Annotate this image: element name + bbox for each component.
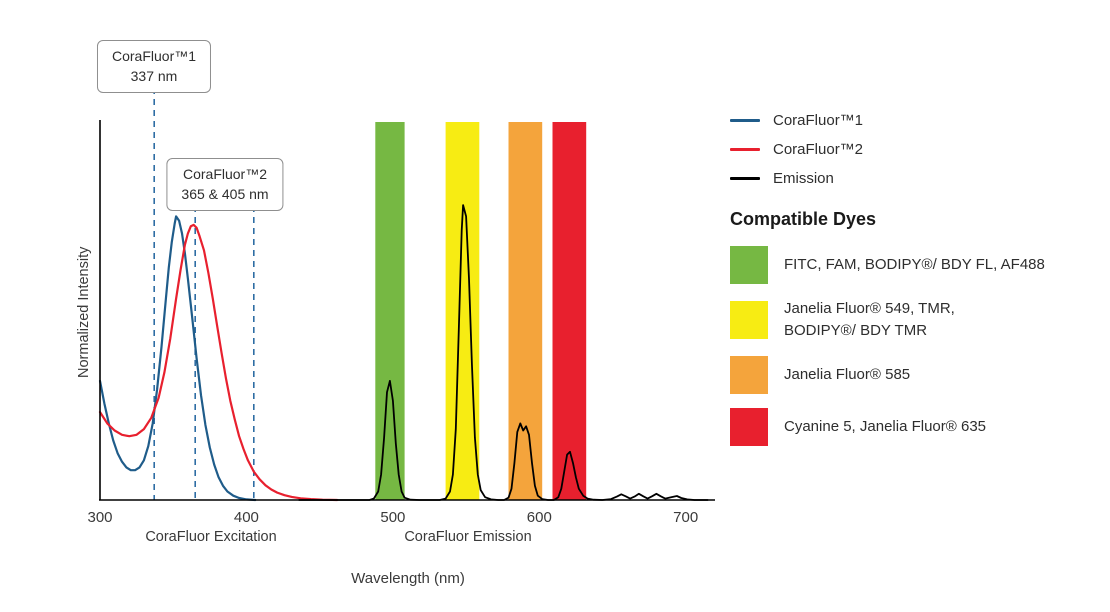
callout-title: CoraFluor™2 — [182, 166, 268, 182]
dye-item-red: Cyanine 5, Janelia Fluor® 635 — [730, 407, 1106, 446]
series-emission — [298, 204, 709, 501]
emission-band-red — [552, 122, 587, 500]
dye-label: Janelia Fluor® 585 — [784, 365, 911, 383]
x-axis-section-emission: CoraFluor Emission — [404, 529, 532, 545]
x-tick-300: 300 — [87, 509, 112, 526]
emission-band-yellow — [445, 122, 480, 500]
x-axis-label: Wavelength (nm) — [351, 570, 465, 587]
dye-item-green: FITC, FAM, BODIPY®/ BDY FL, AF488 — [730, 246, 1106, 284]
x-tick-700: 700 — [673, 509, 698, 526]
callout-title: CoraFluor™1 — [111, 48, 197, 64]
dye-swatch-yellow — [730, 300, 768, 339]
dye-swatch-green — [730, 246, 768, 284]
legend-label: CoraFluor™2 — [773, 141, 864, 158]
x-tick-500: 500 — [380, 509, 405, 526]
series-corafluor2-excitation — [98, 223, 339, 502]
legend-line-swatch-red — [730, 148, 760, 151]
dye-label: Janelia Fluor® 549, TMR, BODIPY®/ BDY TM… — [784, 300, 955, 339]
legend-line-swatch-blue — [730, 119, 760, 122]
emission-band-orange — [508, 122, 543, 500]
x-tick-400: 400 — [234, 509, 259, 526]
callout-corafluor2-excitation-max: CoraFluor™2 365 & 405 nm — [166, 158, 284, 211]
callout-value: 337 nm — [130, 68, 178, 85]
y-axis-label: Normalized Intensity — [76, 246, 92, 378]
callout-corafluor1-excitation-max: CoraFluor™1 337 nm — [96, 40, 212, 93]
dye-label: Cyanine 5, Janelia Fluor® 635 — [784, 417, 987, 435]
dye-swatch-orange — [730, 355, 768, 394]
callout-value: 365 & 405 nm — [181, 186, 269, 203]
dye-swatch-red — [730, 407, 768, 446]
emission-band-green — [375, 122, 405, 500]
x-tick-600: 600 — [527, 509, 552, 526]
legend-label: Emission — [773, 170, 834, 187]
spectra-chart-svg: 300 400 500 600 700 — [87, 88, 715, 526]
x-axis-section-excitation: CoraFluor Excitation — [145, 529, 277, 545]
dye-label: FITC, FAM, BODIPY®/ BDY FL, AF488 — [784, 256, 1045, 274]
legend-item-corafluor2: CoraFluor™2 — [730, 135, 1106, 164]
series-corafluor1-excitation — [98, 215, 257, 502]
dye-item-yellow: Janelia Fluor® 549, TMR, BODIPY®/ BDY TM… — [730, 298, 1106, 342]
legend-item-corafluor1: CoraFluor™1 — [730, 106, 1106, 135]
legend-item-emission: Emission — [730, 164, 1106, 193]
legend-panel: CoraFluor™1 CoraFluor™2 Emission Compati… — [730, 106, 1106, 460]
dye-item-orange: Janelia Fluor® 585 — [730, 355, 1106, 394]
compatible-dyes-heading: Compatible Dyes — [730, 209, 877, 229]
legend-label: CoraFluor™1 — [773, 112, 864, 129]
legend-line-swatch-black — [730, 177, 760, 180]
